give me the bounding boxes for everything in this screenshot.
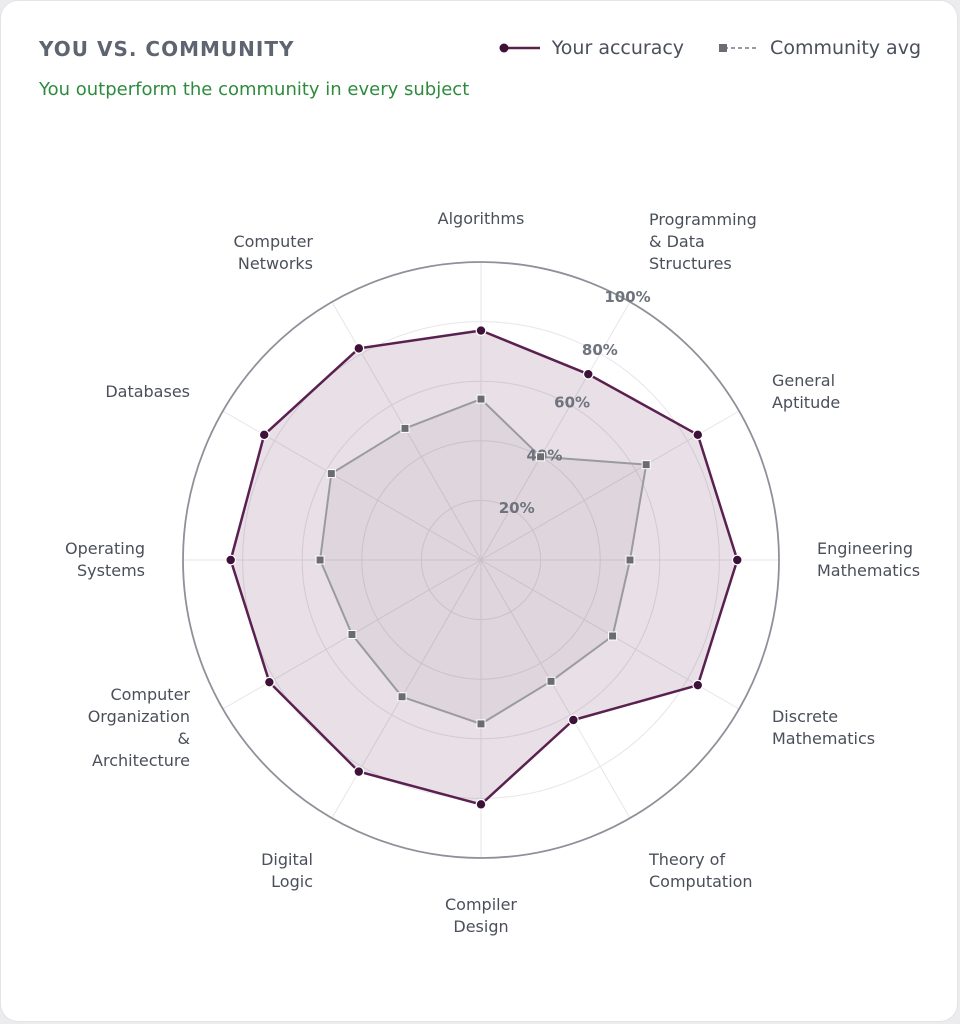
your-accuracy-point xyxy=(731,554,743,566)
radial-tick-label: 100% xyxy=(604,288,650,306)
community-point xyxy=(536,452,546,462)
your-accuracy-point xyxy=(258,429,270,441)
your-accuracy-point xyxy=(225,554,237,566)
category-label: Algorithms xyxy=(438,209,525,228)
legend: Your accuracy Community avg xyxy=(498,37,921,59)
community-point xyxy=(400,423,410,433)
your-accuracy-point xyxy=(353,766,365,778)
community-point xyxy=(326,469,336,479)
your-accuracy-point xyxy=(582,368,594,380)
category-label: Compiler Design xyxy=(445,895,517,936)
community-point xyxy=(347,630,357,639)
grid-spoke xyxy=(480,559,631,819)
your-accuracy-point xyxy=(567,714,579,726)
category-label: Digital Logic xyxy=(261,850,313,891)
legend-item-community[interactable]: Community avg xyxy=(716,37,921,59)
your-accuracy-point xyxy=(353,342,365,354)
your-accuracy-point xyxy=(475,798,487,810)
chart-subtitle: You outperform the community in every su… xyxy=(39,79,470,100)
your-accuracy-point xyxy=(692,429,704,441)
category-label: Databases xyxy=(105,382,190,401)
legend-line-community-icon xyxy=(719,44,759,52)
community-point xyxy=(476,719,486,729)
category-label: Operating Systems xyxy=(65,539,145,580)
legend-label-community: Community avg xyxy=(770,37,921,59)
category-label: Discrete Mathematics xyxy=(772,707,875,748)
community-point xyxy=(476,394,486,404)
community-point xyxy=(641,460,651,470)
category-label: Theory of Computation xyxy=(648,850,753,891)
grid-spoke xyxy=(480,301,631,561)
legend-item-you[interactable]: Your accuracy xyxy=(498,37,684,59)
your-accuracy-point xyxy=(692,679,704,691)
community-point xyxy=(397,692,407,702)
community-point xyxy=(608,631,618,641)
category-label: Programming & Data Structures xyxy=(649,210,757,273)
legend-label-you: Your accuracy xyxy=(551,37,685,59)
category-label: Computer Networks xyxy=(233,232,313,273)
category-label: Computer Organization & Architecture xyxy=(88,685,191,770)
community-point xyxy=(546,676,556,686)
outer-ring xyxy=(182,261,780,859)
radial-tick-label: 20% xyxy=(499,499,535,517)
community-point xyxy=(315,555,325,565)
your-accuracy-point xyxy=(475,325,487,336)
chart-title: YOU VS. COMMUNITY xyxy=(39,37,295,61)
legend-line-you-icon xyxy=(499,43,540,53)
your-accuracy-point xyxy=(263,676,275,688)
category-label: General Aptitude xyxy=(772,371,840,412)
radial-tick-label: 60% xyxy=(554,394,590,412)
community-point xyxy=(625,555,635,565)
radial-tick-label: 80% xyxy=(582,341,618,359)
category-label: Engineering Mathematics xyxy=(817,539,920,580)
